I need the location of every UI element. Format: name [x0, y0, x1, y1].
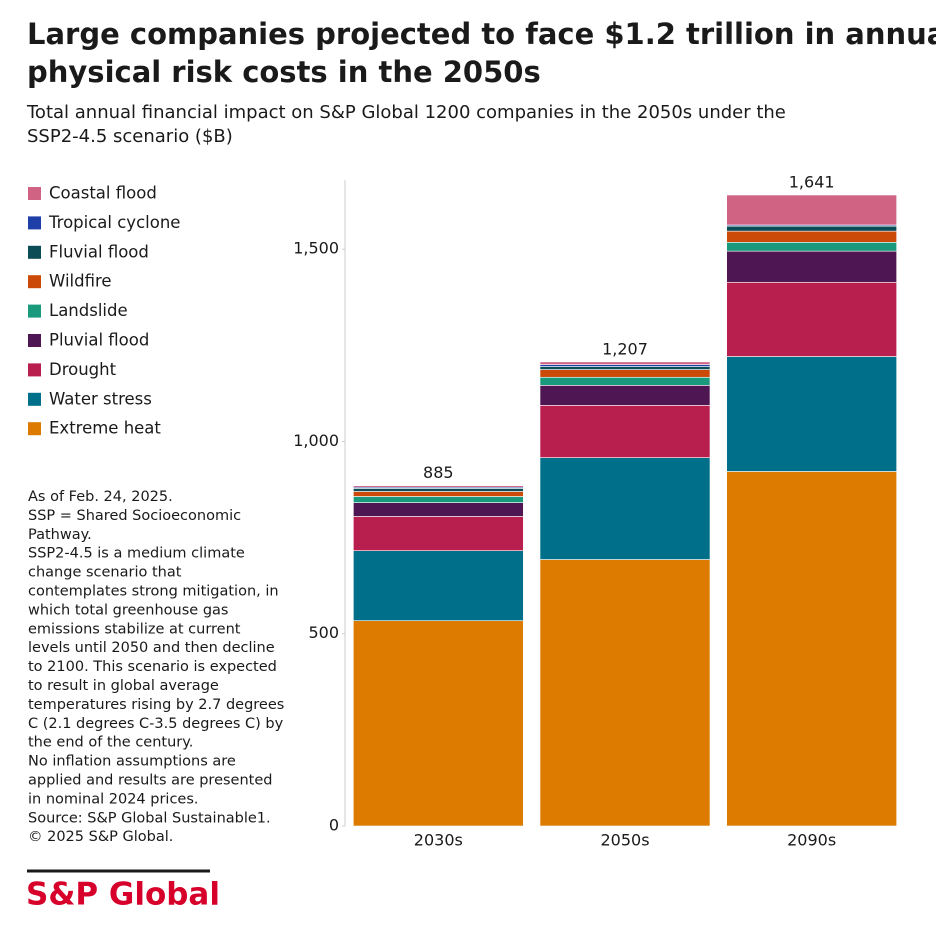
bar-segment — [539, 559, 711, 827]
legend-label: Landslide — [49, 301, 128, 320]
bar-segment — [726, 225, 897, 232]
bar-segment — [539, 361, 711, 365]
bar-segment — [353, 550, 524, 621]
note: in nominal 2024 prices. — [28, 791, 199, 807]
bar-segment — [726, 230, 897, 243]
y-tick-label: 1,500 — [293, 239, 339, 258]
bar-segment — [726, 471, 897, 827]
bar-segment — [353, 516, 524, 551]
bar-segment — [726, 250, 897, 283]
note: SSP2-4.5 is a medium climate — [28, 546, 245, 562]
legend-swatch — [28, 334, 41, 347]
note: emissions stabilize at current — [28, 621, 241, 637]
bar-segment — [539, 405, 711, 458]
x-tick-label: 2090s — [787, 831, 836, 850]
y-tick-label: 0 — [329, 816, 339, 835]
legend-swatch — [28, 392, 41, 406]
bar-segment — [726, 281, 897, 357]
legend-label: Tropical cyclone — [48, 213, 180, 232]
chart-title: physical risk costs in the 2050s — [27, 55, 541, 89]
bar-segment — [539, 385, 711, 406]
note: to 2100. This scenario is expected — [28, 659, 277, 675]
legend-swatch — [28, 275, 41, 289]
legend-swatch — [28, 245, 41, 259]
note: C (2.1 degrees C-3.5 degrees C) by — [28, 716, 284, 732]
bar-segment — [353, 502, 524, 517]
x-tick-label: 2030s — [414, 831, 463, 850]
bar-segment — [726, 356, 897, 472]
bar-segment — [539, 457, 711, 560]
y-tick-label: 1,000 — [293, 431, 339, 450]
note: No inflation assumptions are — [28, 754, 236, 770]
logo: S&P Global — [26, 877, 220, 913]
total-label: 1,641 — [789, 172, 835, 191]
note: SSP = Shared Socioeconomic — [28, 508, 241, 524]
x-tick-label: 2050s — [600, 831, 649, 850]
note: levels until 2050 and then decline — [28, 640, 275, 656]
legend-label: Water stress — [49, 389, 152, 408]
legend-label: Fluvial flood — [49, 242, 149, 261]
legend-label: Pluvial flood — [49, 331, 149, 350]
bar-segment — [539, 366, 711, 370]
chart-subtitle: Total annual financial impact on S&P Glo… — [26, 102, 786, 123]
bar-segment — [539, 376, 711, 386]
chart-subtitle: SSP2-4.5 scenario ($B) — [27, 126, 233, 147]
note: Pathway. — [28, 527, 92, 543]
legend-swatch — [28, 187, 41, 200]
legend-label: Coastal flood — [49, 184, 157, 203]
bar-segment — [726, 241, 897, 252]
note: Source: S&P Global Sustainable1. — [28, 810, 271, 826]
y-tick-label: 500 — [308, 623, 339, 642]
note: to result in global average — [28, 678, 219, 694]
note: applied and results are presented — [28, 773, 272, 789]
bar-segment — [353, 496, 524, 503]
bar-segment — [353, 491, 524, 497]
legend-swatch — [28, 304, 41, 318]
note: © 2025 S&P Global. — [28, 829, 173, 845]
legend-label: Wildfire — [49, 272, 112, 291]
note: change scenario that — [28, 565, 182, 581]
bar-segment — [353, 485, 524, 488]
bar-segment — [353, 488, 524, 492]
note: temperatures rising by 2.7 degrees — [28, 697, 284, 713]
bar-segment — [726, 194, 897, 226]
note: As of Feb. 24, 2025. — [28, 489, 173, 505]
legend-label: Drought — [49, 360, 117, 379]
chart-title: Large companies projected to face $1.2 t… — [27, 17, 936, 51]
bar-segment — [353, 620, 524, 827]
bar-segment — [539, 369, 711, 378]
legend-swatch — [28, 422, 41, 436]
note: contemplates strong mitigation, in — [28, 584, 279, 600]
legend-label: Extreme heat — [49, 419, 161, 438]
legend-swatch — [28, 363, 41, 377]
total-label: 1,207 — [602, 339, 648, 358]
note: the end of the century. — [28, 735, 193, 751]
legend-swatch — [28, 216, 41, 230]
note: which total greenhouse gas — [28, 602, 228, 618]
total-label: 885 — [423, 463, 454, 482]
